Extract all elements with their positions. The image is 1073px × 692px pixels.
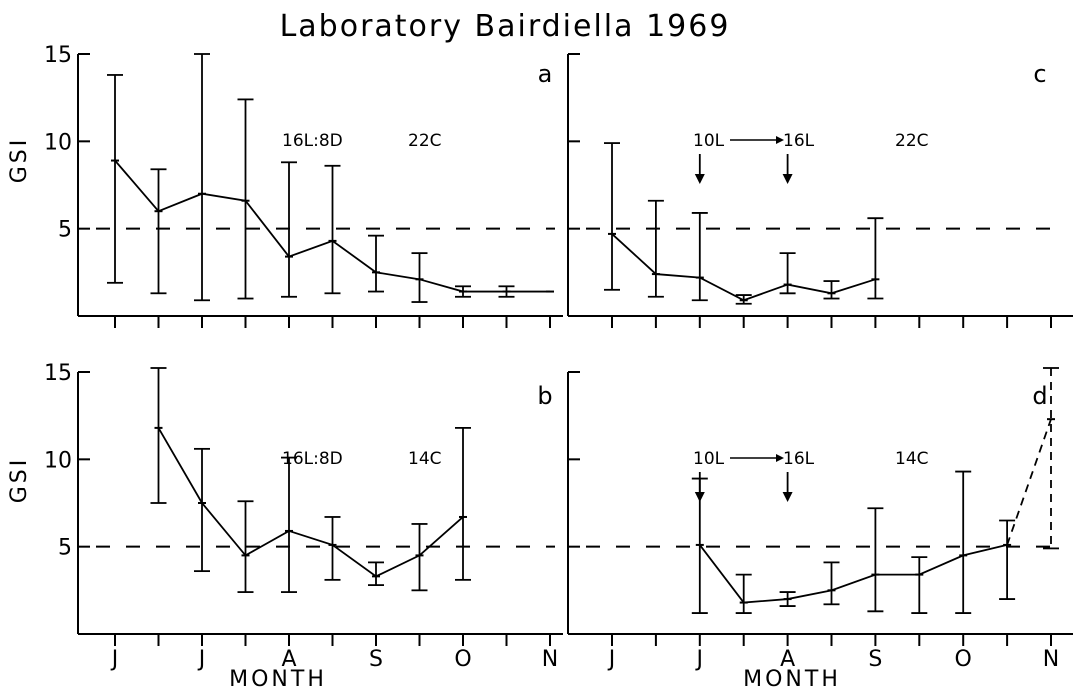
y-tick-label: 15	[44, 43, 72, 68]
panel-c: c 10L 16L 22C	[567, 53, 1073, 328]
y-tick-label: 10	[44, 130, 72, 155]
photoperiod-end-label: 16L	[783, 449, 815, 469]
x-tick-label: O	[955, 647, 972, 672]
mean-line	[699, 544, 1008, 604]
change-arrowhead	[782, 492, 793, 502]
panel-d: J J A S O Nd 10L 16L 14C	[567, 367, 1073, 672]
panel-letter: c	[1033, 60, 1046, 88]
y-tick-label: 10	[44, 448, 72, 473]
x-tick-label: J	[197, 647, 206, 672]
y-tick-label: 5	[58, 218, 72, 243]
y-tick-label: 15	[44, 361, 72, 386]
x-tick-label: S	[369, 647, 383, 672]
change-arrowhead	[694, 174, 705, 184]
condition-label: 14C	[408, 449, 442, 469]
panel-letter: d	[1032, 382, 1047, 410]
photoperiod-start-label: 10L	[693, 131, 725, 151]
x-axis-title-left: MONTH	[229, 667, 327, 692]
x-tick-label: A	[780, 647, 795, 672]
panel-letter: b	[537, 382, 552, 410]
x-tick-label: J	[110, 647, 119, 672]
change-arrowhead	[782, 174, 793, 184]
photoperiod-arrowhead	[776, 136, 784, 144]
x-tick-label: N	[1043, 647, 1059, 672]
temperature-label: 14C	[895, 449, 929, 469]
x-tick-label: J	[695, 647, 704, 672]
mean-line	[157, 427, 464, 578]
photoperiod-end-label: 16L	[783, 131, 815, 151]
photoperiod-start-label: 10L	[693, 449, 725, 469]
x-tick-label: S	[868, 647, 882, 672]
figure-title: Laboratory Bairdiella 1969	[280, 9, 731, 44]
x-tick-label: O	[454, 647, 471, 672]
condition-label: 22C	[408, 131, 442, 151]
mean-line	[611, 233, 876, 302]
x-axis-title-right: MONTH	[743, 667, 841, 692]
panels: 5 10 15 a 16L:8D 22C 5 10 15 J J A S O Nb 16L:8D 14C c 10L…	[44, 43, 1073, 672]
projected-line	[1006, 418, 1052, 546]
photoperiod-arrowhead	[776, 454, 784, 462]
x-tick-label: J	[607, 647, 616, 672]
condition-label: 16L:8D	[282, 131, 343, 151]
y-tick-label: 5	[58, 536, 72, 561]
panel-b: 5 10 15 J J A S O Nb 16L:8D 14C	[44, 361, 563, 672]
condition-label: 16L:8D	[282, 449, 343, 469]
panel-a: 5 10 15 a 16L:8D 22C	[44, 43, 563, 328]
y-axis-title-top: GSI	[7, 137, 32, 184]
panel-letter: a	[538, 60, 553, 88]
y-axis-title-bottom: GSI	[7, 457, 32, 504]
x-tick-label: A	[281, 647, 296, 672]
x-tick-label: N	[542, 647, 558, 672]
temperature-label: 22C	[895, 131, 929, 151]
